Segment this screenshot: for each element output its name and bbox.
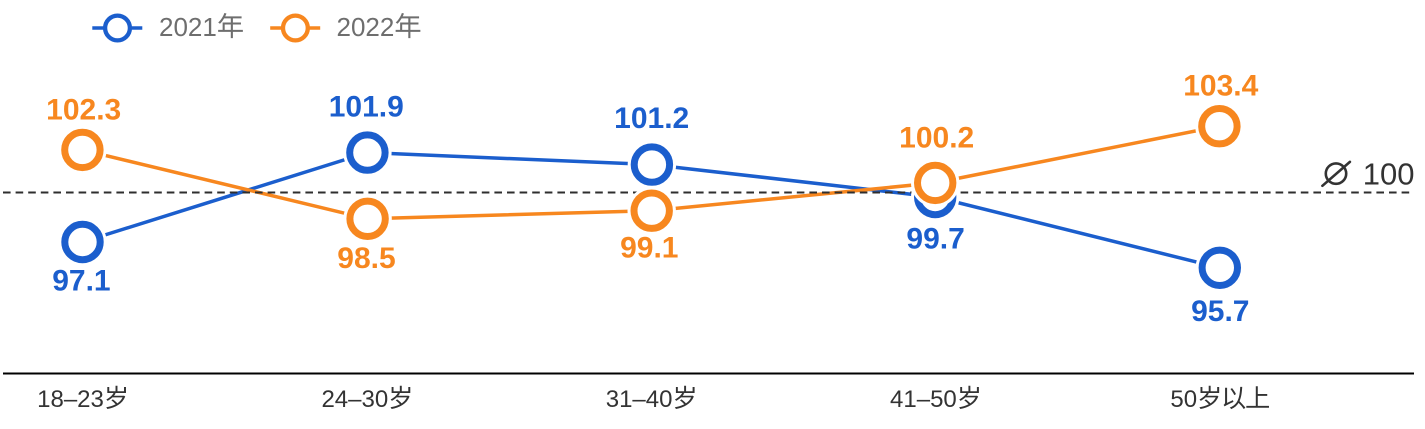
svg-text:31–40: 31–40: [606, 386, 673, 413]
svg-text:100.2: 100.2: [899, 122, 974, 155]
svg-text:97.1: 97.1: [52, 264, 110, 297]
svg-text:24–30: 24–30: [321, 386, 388, 413]
svg-text:102.3: 102.3: [46, 94, 121, 127]
svg-text:41–50: 41–50: [890, 386, 957, 413]
svg-text:101.9: 101.9: [329, 91, 404, 124]
svg-text:103.4: 103.4: [1183, 70, 1258, 103]
svg-text:100: 100: [1363, 156, 1415, 191]
svg-text:2021: 2021: [159, 12, 217, 42]
svg-text:50: 50: [1170, 386, 1197, 413]
svg-text:99.1: 99.1: [620, 232, 678, 265]
svg-text:99.7: 99.7: [906, 223, 964, 256]
svg-text:95.7: 95.7: [1191, 295, 1249, 328]
svg-text:101.2: 101.2: [614, 102, 689, 135]
svg-text:2022: 2022: [337, 12, 395, 42]
svg-text:98.5: 98.5: [337, 242, 395, 275]
svg-text:18–23: 18–23: [37, 386, 104, 413]
